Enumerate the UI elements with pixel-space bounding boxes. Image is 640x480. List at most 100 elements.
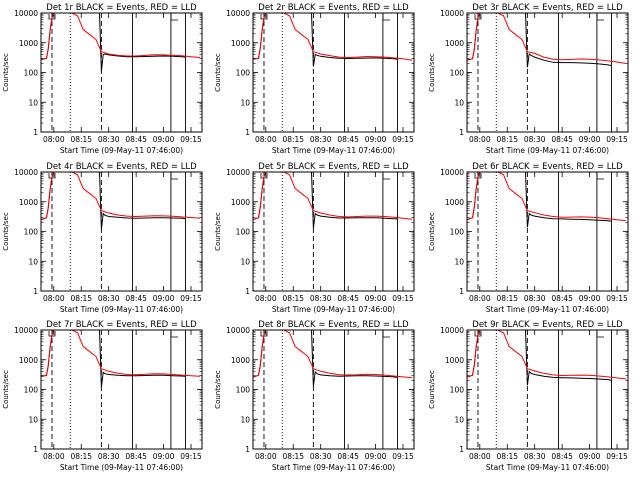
x-axis-label: Start Time (09-May-11 07:46:00) (60, 146, 183, 155)
panel-9: Det 9r BLACK = Events, RED = LLD Counts/s… (428, 320, 629, 472)
plot-frame (466, 12, 629, 133)
panel-7: Det 7r BLACK = Events, RED = LLD Counts/s… (2, 320, 203, 472)
y-tick-label: 10 (240, 415, 250, 424)
bracket-glyph (382, 173, 390, 180)
x-tick-label: 08:15 (70, 452, 92, 461)
x-tick-label: 08:15 (70, 294, 92, 303)
panel-3: Det 3r BLACK = Events, RED = LLD Counts/s… (428, 3, 629, 155)
x-tick-label: 08:30 (310, 294, 332, 303)
x-tick-label: 08:30 (524, 452, 546, 461)
y-axis-label: Counts/sec (428, 370, 436, 409)
y-tick-label: 10 (240, 98, 250, 107)
x-tick-label: 08:45 (551, 452, 573, 461)
panel-title: Det 8r BLACK = Events, RED = LLD (258, 320, 409, 330)
x-tick-label: 09:00 (579, 135, 601, 144)
y-axis-label: Counts/sec (2, 212, 10, 251)
panel-title: Det 9r BLACK = Events, RED = LLD (472, 320, 623, 330)
y-tick-label: 10000 (226, 326, 250, 335)
x-tick-label: 09:15 (606, 452, 628, 461)
y-tick-label: 1 (33, 445, 38, 454)
y-tick-label: 10000 (14, 168, 38, 177)
y-tick-label: 10 (28, 415, 38, 424)
bracket-glyph (382, 331, 390, 338)
x-tick-label: 08:30 (524, 294, 546, 303)
x-tick-label: 09:15 (180, 294, 202, 303)
panel-6: Det 6r BLACK = Events, RED = LLD Counts/s… (428, 162, 629, 314)
x-tick-label: 09:15 (180, 135, 202, 144)
y-tick-label: 10 (240, 257, 250, 266)
y-axis-label: Counts/sec (214, 212, 222, 251)
x-axis-label: Start Time (09-May-11 07:46:00) (272, 463, 395, 472)
x-axis-label: Start Time (09-May-11 07:46:00) (272, 146, 395, 155)
x-tick-label: 08:15 (282, 294, 304, 303)
panel-title: Det 2r BLACK = Events, RED = LLD (258, 3, 409, 13)
y-tick-label: 100 (24, 69, 39, 78)
x-tick-label: 09:00 (153, 294, 175, 303)
x-tick-label: 09:15 (392, 135, 414, 144)
x-tick-label: 08:15 (496, 135, 518, 144)
y-tick-label: 1000 (445, 39, 464, 48)
lld-series-line (467, 330, 627, 380)
y-tick-label: 100 (450, 228, 465, 237)
y-tick-label: 1000 (231, 356, 250, 365)
y-tick-label: 1 (33, 128, 38, 137)
events-series-line (467, 172, 612, 228)
x-tick-label: 08:00 (469, 294, 491, 303)
y-tick-label: 1000 (19, 356, 38, 365)
panel-8: Det 8r BLACK = Events, RED = LLD Counts/s… (214, 320, 415, 472)
x-tick-label: 08:00 (255, 294, 277, 303)
x-axis-label: Start Time (09-May-11 07:46:00) (486, 463, 609, 472)
x-tick-label: 08:30 (98, 135, 120, 144)
events-series-line (253, 13, 398, 67)
events-series-line (41, 330, 186, 388)
y-tick-label: 10000 (440, 326, 464, 335)
y-tick-label: 10 (454, 415, 464, 424)
y-axis-label: Counts/sec (2, 53, 10, 92)
x-axis-label: Start Time (09-May-11 07:46:00) (60, 305, 183, 314)
panel-4: Det 4r BLACK = Events, RED = LLD Counts/s… (2, 162, 203, 314)
y-tick-label: 10000 (226, 168, 250, 177)
events-series-line (253, 172, 398, 229)
x-tick-label: 09:00 (579, 294, 601, 303)
panel-title: Det 4r BLACK = Events, RED = LLD (46, 162, 197, 172)
x-tick-label: 08:00 (469, 135, 491, 144)
y-tick-label: 1 (245, 287, 250, 296)
panel-2: Det 2r BLACK = Events, RED = LLD Counts/s… (214, 3, 415, 155)
x-tick-label: 08:15 (282, 452, 304, 461)
x-tick-label: 09:15 (392, 452, 414, 461)
bracket-glyph (596, 14, 604, 21)
lld-series-line (253, 330, 413, 379)
x-tick-label: 08:45 (551, 294, 573, 303)
lld-series-line (467, 13, 627, 64)
plot-frame (252, 329, 415, 450)
y-tick-label: 100 (24, 386, 39, 395)
plot-frame (40, 171, 203, 292)
y-tick-label: 10 (454, 98, 464, 107)
y-axis-label: Counts/sec (428, 212, 436, 251)
y-tick-label: 1 (459, 287, 464, 296)
events-series-line (41, 172, 186, 230)
y-tick-label: 100 (450, 386, 465, 395)
bracket-glyph (596, 173, 604, 180)
x-tick-label: 09:15 (180, 452, 202, 461)
bracket-glyph (170, 173, 178, 180)
panel-title: Det 5r BLACK = Events, RED = LLD (258, 162, 409, 172)
x-tick-label: 08:30 (98, 294, 120, 303)
y-tick-label: 1000 (19, 39, 38, 48)
x-tick-label: 08:45 (125, 294, 147, 303)
x-tick-label: 08:45 (551, 135, 573, 144)
x-tick-label: 08:00 (469, 452, 491, 461)
x-tick-label: 08:00 (255, 452, 277, 461)
lld-series-line (41, 13, 201, 61)
x-tick-label: 09:00 (579, 452, 601, 461)
plot-frame (40, 329, 203, 450)
x-tick-label: 08:15 (282, 135, 304, 144)
y-tick-label: 10 (28, 257, 38, 266)
x-tick-label: 08:30 (98, 452, 120, 461)
y-tick-label: 1000 (19, 198, 38, 207)
x-tick-label: 09:00 (153, 135, 175, 144)
y-tick-label: 1000 (445, 198, 464, 207)
y-tick-label: 10000 (226, 9, 250, 18)
x-axis-label: Start Time (09-May-11 07:46:00) (272, 305, 395, 314)
